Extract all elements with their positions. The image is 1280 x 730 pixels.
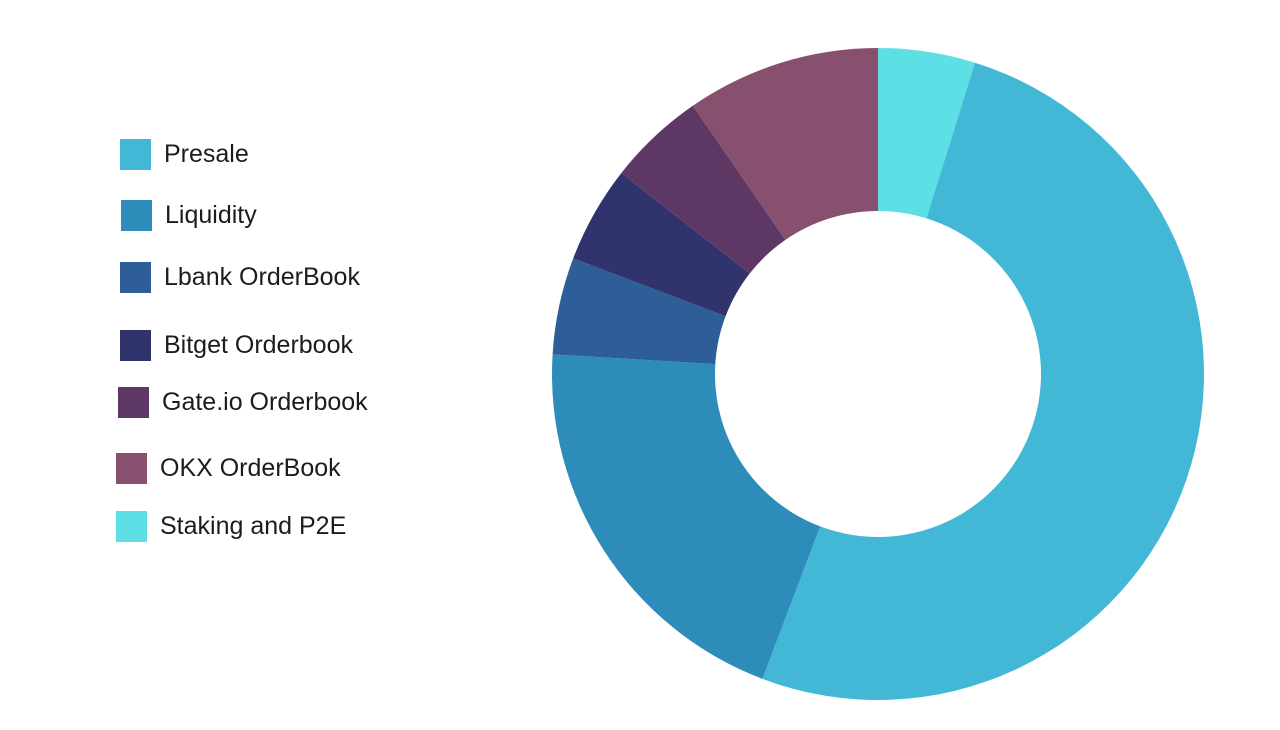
legend-label-bitget-orderbook: Bitget Orderbook <box>164 331 353 359</box>
legend-label-liquidity: Liquidity <box>165 201 257 229</box>
legend-item-bitget-orderbook: Bitget Orderbook <box>120 328 353 362</box>
legend-swatch-okx-orderbook <box>116 452 147 484</box>
legend-swatch-presale <box>120 138 151 170</box>
legend-item-liquidity: Liquidity <box>121 198 257 232</box>
legend-label-staking-p2e: Staking and P2E <box>160 512 347 540</box>
donut-slice-staking-and-p2e <box>878 48 975 219</box>
legend-label-lbank-orderbook: Lbank OrderBook <box>164 263 360 291</box>
legend-label-gateio-orderbook: Gate.io Orderbook <box>162 388 368 416</box>
donut-slice-gate-io-orderbook <box>621 105 786 274</box>
donut-slice-bitget-orderbook <box>573 172 750 317</box>
legend-item-gateio-orderbook: Gate.io Orderbook <box>118 385 368 419</box>
legend-label-presale: Presale <box>164 140 249 168</box>
legend-swatch-bitget-orderbook <box>120 329 151 361</box>
donut-slice-lbank-orderbook <box>552 258 726 365</box>
legend-label-okx-orderbook: OKX OrderBook <box>160 454 341 482</box>
legend-swatch-liquidity <box>121 199 152 231</box>
donut-slice-liquidity <box>552 354 821 679</box>
legend-item-lbank-orderbook: Lbank OrderBook <box>120 260 360 294</box>
legend-item-okx-orderbook: OKX OrderBook <box>116 451 341 485</box>
legend-item-presale: Presale <box>120 137 249 171</box>
legend-swatch-gateio-orderbook <box>118 386 149 418</box>
legend-swatch-lbank-orderbook <box>120 261 151 293</box>
legend-item-staking-p2e: Staking and P2E <box>116 509 346 543</box>
donut-slice-presale <box>762 62 1204 700</box>
donut-slice-okx-orderbook <box>692 48 878 240</box>
legend-swatch-staking-p2e <box>116 510 147 542</box>
